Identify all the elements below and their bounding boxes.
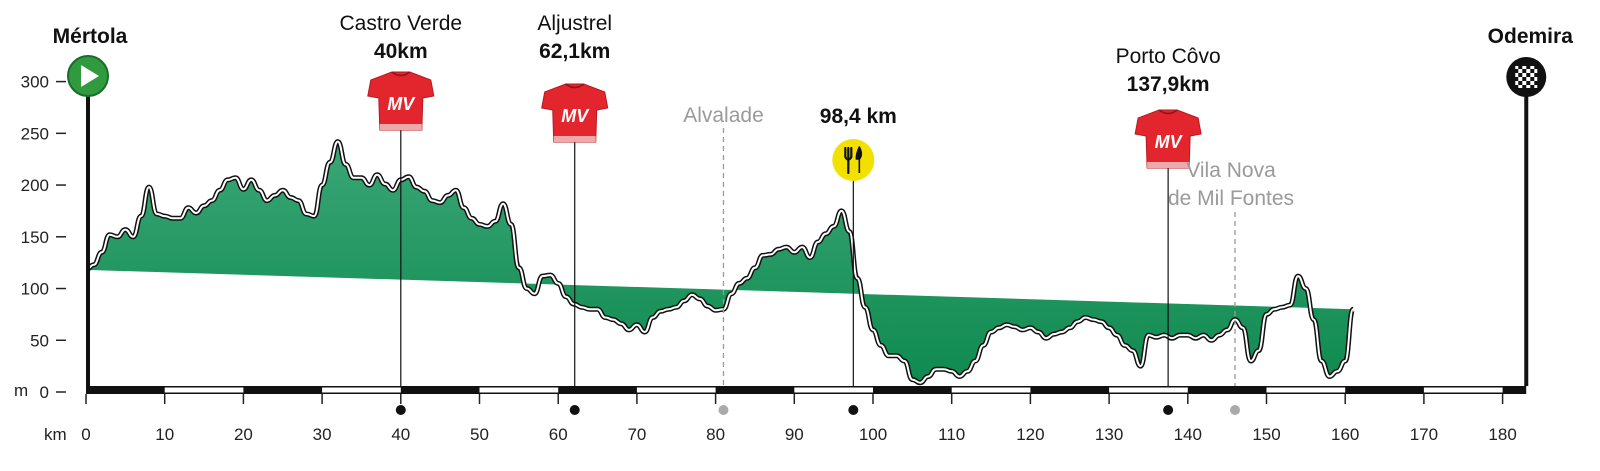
x-axis-segment (479, 387, 559, 393)
start-icon (67, 55, 109, 97)
marker-name-line: Vila Nova (1186, 159, 1276, 182)
jersey-collar (1158, 109, 1178, 115)
marker-dot (718, 405, 729, 415)
x-tick-label: 20 (234, 425, 253, 444)
elevation-area (85, 139, 1356, 386)
jersey-collar (391, 71, 411, 77)
marker-dot (1163, 405, 1174, 415)
y-tick-label: 0 (40, 383, 49, 402)
y-tick-label: 200 (21, 176, 49, 195)
jersey-label: MV (387, 94, 416, 114)
y-tick-label: 150 (21, 228, 49, 247)
marker-distance: 137,9km (1127, 73, 1210, 96)
y-tick-label: 50 (30, 331, 49, 350)
marker-distance: 40km (374, 40, 428, 63)
x-axis-segment (1266, 387, 1346, 393)
x-axis-segment (794, 387, 873, 393)
jersey-hem (553, 136, 596, 142)
x-tick-label: 110 (938, 425, 965, 444)
x-tick-label: 140 (1174, 425, 1202, 444)
finish-icon (1506, 57, 1547, 97)
marker-distance: 98,4 km (820, 105, 897, 128)
jersey-label: MV (1155, 132, 1184, 152)
x-axis-segment (1423, 387, 1503, 393)
x-axis-segment (322, 387, 401, 393)
finish-city-name: Odemira (1488, 25, 1574, 48)
jersey-hem (379, 124, 422, 130)
mountain-jersey-icon: MV (541, 83, 609, 143)
play-icon (81, 65, 99, 87)
marker-dot (1230, 405, 1241, 415)
marker-name: Castro Verde (340, 12, 463, 35)
x-tick-label: 180 (1488, 425, 1516, 444)
y-tick-label: 300 (21, 73, 49, 92)
x-axis-segment (1109, 387, 1188, 393)
knife-icon (855, 146, 863, 173)
marker-name-line: de Mil Fontes (1168, 187, 1294, 210)
x-tick-label: 130 (1095, 425, 1123, 444)
feed-zone-icon (832, 139, 875, 181)
marker-dot (569, 405, 580, 415)
jersey-hem (1147, 162, 1190, 168)
jersey-collar (565, 83, 585, 89)
feed-zone-badge (832, 139, 875, 181)
elevation-fill (86, 141, 1354, 383)
x-tick-label: 10 (155, 425, 174, 444)
x-tick-label: 50 (470, 425, 489, 444)
mountain-jersey-icon: MV (367, 71, 435, 131)
marker-distance: 62,1km (539, 40, 610, 63)
x-axis-segment (636, 387, 716, 393)
x-tick-label: 70 (627, 425, 646, 444)
x-axis-segment (164, 387, 244, 393)
marker-name: Aljustrel (537, 12, 612, 35)
x-axis-segment (951, 387, 1031, 393)
x-tick-label: 90 (785, 425, 804, 444)
x-tick-label: 170 (1410, 425, 1438, 444)
marker-dot (395, 405, 406, 415)
y-axis-unit: m (14, 381, 28, 400)
x-tick-label: 160 (1331, 425, 1359, 444)
fork-icon (844, 146, 853, 175)
elevation-outline-light (85, 140, 1355, 384)
x-tick-label: 100 (859, 425, 887, 444)
x-tick-label: 150 (1252, 425, 1280, 444)
x-tick-label: 0 (81, 425, 90, 444)
mountain-jersey-icon: MV (1134, 109, 1202, 169)
x-tick-label: 80 (706, 425, 725, 444)
marker-name: Alvalade (683, 104, 764, 127)
jersey-label: MV (561, 106, 590, 126)
marker-dot (848, 405, 859, 415)
x-tick-label: 40 (391, 425, 410, 444)
y-tick-label: 100 (21, 280, 49, 299)
checkered-flag-icon (1515, 66, 1538, 88)
x-tick-label: 120 (1016, 425, 1044, 444)
route-markers: MV Castro Verde 40km MV Aljustrel 62,1km Alval… (53, 12, 1574, 415)
start-city-name: Mértola (53, 25, 128, 48)
marker-name: Porto Côvo (1116, 45, 1221, 68)
x-tick-label: 30 (313, 425, 332, 444)
y-tick-label: 250 (21, 124, 49, 143)
x-tick-label: 60 (549, 425, 568, 444)
x-axis-unit: km (44, 425, 67, 444)
